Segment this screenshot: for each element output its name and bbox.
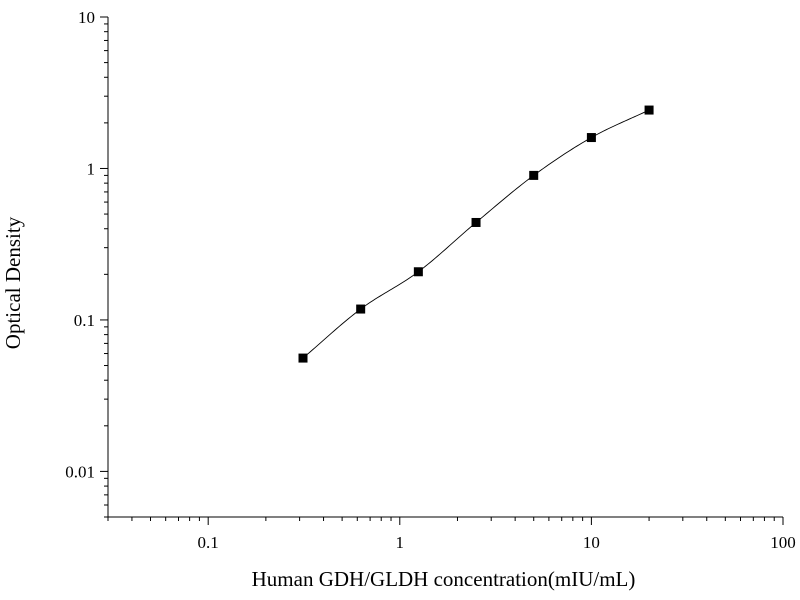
fit-curve	[303, 110, 649, 358]
data-point	[529, 171, 538, 180]
x-tick-label: 0.1	[198, 533, 219, 552]
y-tick-labels: 0.01 0.1 1 10	[65, 8, 95, 481]
data-point	[587, 133, 596, 142]
axes	[108, 17, 783, 517]
tick-marks	[100, 17, 783, 525]
y-tick-label: 1	[87, 159, 96, 178]
data-point	[472, 218, 481, 227]
y-tick-label: 10	[78, 8, 95, 27]
y-tick-label: 0.1	[74, 311, 95, 330]
data-point	[356, 305, 365, 314]
y-tick-label: 0.01	[65, 462, 95, 481]
y-axis-title: Optical Density	[1, 216, 25, 349]
x-axis-title: Human GDH/GLDH concentration(mIU/mL)	[252, 567, 636, 591]
x-tick-labels: 0.1 1 10 100	[198, 533, 796, 552]
data-point	[299, 354, 308, 363]
x-tick-label: 10	[583, 533, 600, 552]
data-point	[414, 267, 423, 276]
data-point	[645, 106, 654, 115]
x-tick-label: 100	[770, 533, 796, 552]
data-points	[299, 106, 654, 363]
x-tick-label: 1	[396, 533, 405, 552]
